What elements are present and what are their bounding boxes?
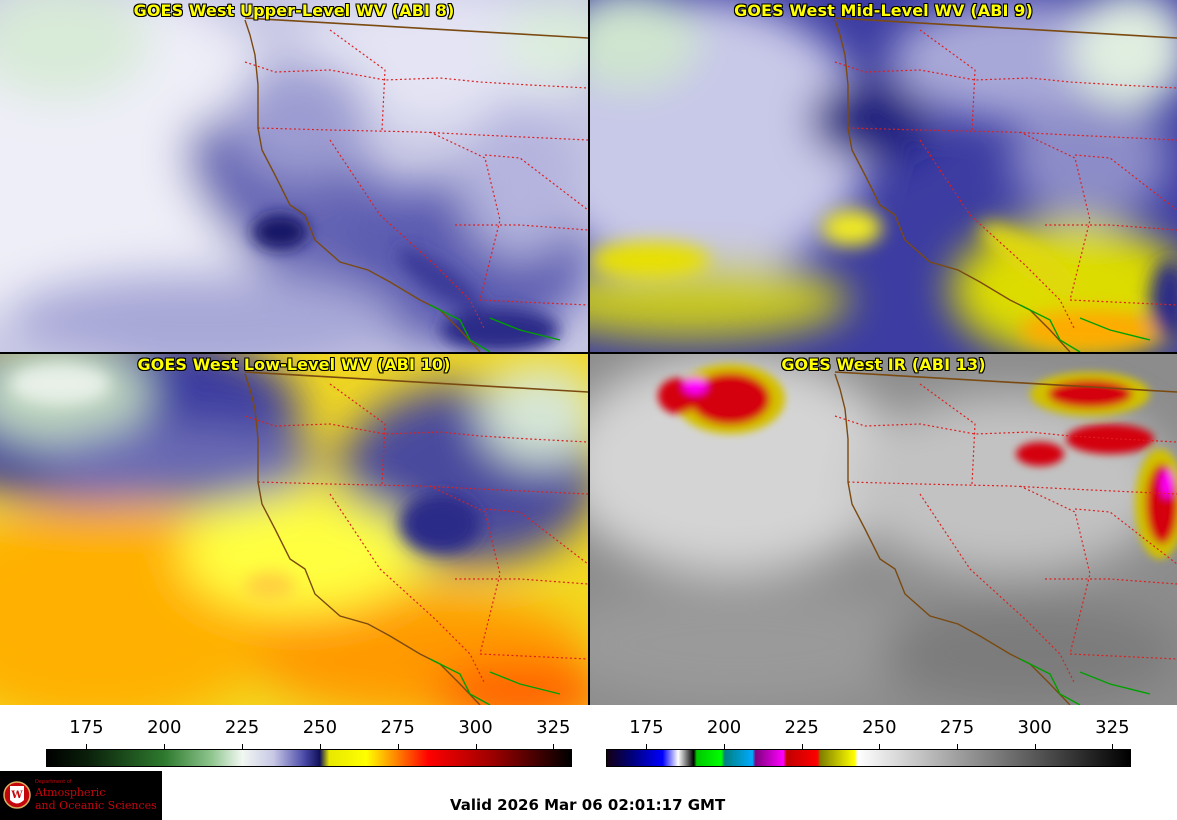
logo-line1: Atmospheric [35, 786, 106, 799]
ir-tick-label: 275 [939, 717, 975, 738]
panel-title-upper-level-wv: GOES West Upper-Level WV (ABI 8) [133, 1, 455, 20]
ir-tick-mark [724, 744, 726, 749]
canada-border [244, 17, 588, 39]
ir-tick-mark [957, 744, 959, 749]
ir-tick-mark [1112, 744, 1114, 749]
mid-level-wv-panel: GOES West Mid-Level WV (ABI 9) [590, 0, 1177, 352]
wv-colorbar-gradient [46, 749, 572, 767]
ir-tick-mark [801, 744, 803, 749]
mid-level-wv-image [590, 0, 1177, 352]
valid-time-label: Valid 2026 Mar 06 02:01:17 GMT [450, 796, 726, 814]
ir-tick-label: 250 [862, 717, 897, 738]
low-level-wv-panel: GOES West Low-Level WV (ABI 10) [0, 354, 588, 705]
logo-line2: and Oceanic Sciences [35, 799, 157, 812]
ir-tick-label: 300 [1017, 717, 1052, 738]
panel-title-ir: GOES West IR (ABI 13) [781, 355, 986, 374]
upper-level-wv-panel: GOES West Upper-Level WV (ABI 8) [0, 0, 588, 352]
wv-tick-label: 200 [147, 717, 182, 738]
ir-tick-mark [646, 744, 648, 749]
aos-logo: W Department of Atmospheric and Oceanic … [0, 771, 162, 820]
wv-tick-label: 325 [536, 717, 571, 738]
uw-crest-icon: W [3, 781, 31, 809]
wv-tick-label: 175 [69, 717, 104, 738]
ir-image [590, 354, 1177, 705]
wv-tick-label: 275 [380, 717, 415, 738]
panel-title-low-level-wv: GOES West Low-Level WV (ABI 10) [137, 355, 451, 374]
mexico-border [429, 304, 561, 352]
ir-colorbar-gradient [606, 749, 1131, 767]
wv-tick-mark [319, 744, 321, 749]
wv-tick-mark [164, 744, 166, 749]
wv-tick-mark [475, 744, 477, 749]
ir-colorbar: 175 200 225 250 275 300 325 [606, 712, 1131, 772]
ir-tick-mark [1034, 744, 1036, 749]
wv-tick-mark [242, 744, 244, 749]
low-level-wv-image [0, 354, 588, 705]
panel-divider-horizontal [0, 352, 1177, 354]
wv-tick-mark [553, 744, 555, 749]
ir-tick-mark [879, 744, 881, 749]
ir-tick-label: 200 [706, 717, 742, 738]
svg-text:W: W [10, 790, 23, 801]
wv-tick-label: 225 [224, 717, 260, 738]
panel-title-mid-level-wv: GOES West Mid-Level WV (ABI 9) [734, 1, 1033, 20]
wv-tick-mark [86, 744, 88, 749]
logo-dept: Department of [35, 779, 72, 785]
wv-colorbar: 175 200 225 250 275 300 325 [46, 712, 572, 772]
ir-tick-label: 325 [1095, 717, 1130, 738]
state-borders [244, 29, 588, 331]
wv-tick-mark [397, 744, 399, 749]
coastline [244, 19, 481, 352]
wv-tick-label: 250 [302, 717, 338, 738]
ir-tick-label: 175 [629, 717, 664, 738]
wv-tick-label: 300 [458, 717, 493, 738]
ir-panel: GOES West IR (ABI 13) [590, 354, 1177, 705]
upper-level-wv-image [0, 0, 588, 352]
ir-tick-label: 225 [784, 717, 819, 738]
